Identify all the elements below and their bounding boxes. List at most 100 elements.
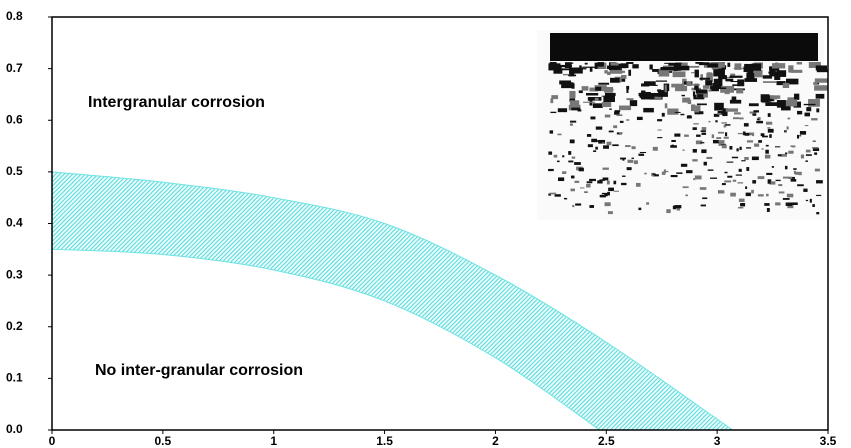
micrograph-speck [589, 67, 593, 72]
micrograph-speck [754, 73, 758, 76]
x-tick-label: 3 [714, 434, 721, 448]
micrograph-speck [597, 180, 603, 184]
micrograph-speck [571, 156, 576, 159]
y-tick-label: 0.0 [6, 422, 23, 436]
micrograph-speck [757, 176, 765, 180]
micrograph-speck [699, 77, 710, 80]
micrograph-speck [569, 98, 576, 102]
micrograph-speck [626, 119, 630, 121]
micrograph-speck [664, 84, 667, 93]
micrograph-speck [758, 140, 762, 143]
micrograph-speck [804, 112, 811, 117]
micrograph-speck [689, 65, 700, 68]
band-fill [52, 171, 733, 430]
micrograph-speck [579, 187, 585, 189]
micrograph-speck [606, 141, 612, 146]
y-tick-label: 0.6 [6, 112, 23, 126]
micrograph-speck [687, 115, 691, 117]
micrograph-speck [680, 163, 688, 167]
micrograph-speck [738, 168, 742, 172]
micrograph-speck [570, 188, 575, 192]
micrograph-speck [776, 81, 786, 86]
micrograph-speck [569, 139, 575, 144]
micrograph-speck [621, 182, 627, 186]
micrograph-speck [793, 168, 797, 170]
micrograph-speck [626, 98, 634, 101]
micrograph-speck [664, 62, 674, 64]
micrograph-speck [743, 123, 749, 127]
micrograph-speck [729, 99, 742, 104]
micrograph-speck [578, 167, 584, 172]
micrograph-speck [775, 179, 781, 182]
micrograph-speck [713, 68, 725, 77]
micrograph-speck [794, 93, 800, 100]
micrograph-speck [666, 209, 671, 214]
annotation: Intergranular corrosion [88, 94, 265, 111]
micrograph-speck [608, 130, 614, 133]
micrograph-speck [800, 154, 805, 159]
micrograph-speck [707, 63, 719, 68]
micrograph-speck [816, 82, 820, 85]
micrograph-speck [745, 192, 751, 197]
micrograph-speck [762, 95, 775, 102]
micrograph-speck [793, 101, 801, 108]
micrograph-speck [658, 68, 670, 77]
micrograph-speck [693, 178, 696, 181]
micrograph-speck [571, 67, 581, 73]
micrograph-speck [696, 134, 701, 137]
micrograph-speck [816, 194, 822, 197]
micrograph-speck [548, 63, 561, 71]
y-tick-label: 0.8 [6, 9, 23, 23]
micrograph-speck [612, 144, 619, 147]
micrograph-speck [769, 69, 776, 77]
micrograph-speck [725, 108, 739, 112]
micrograph-speck [746, 167, 750, 171]
micrograph-speck [694, 175, 702, 180]
micrograph-speck [548, 151, 553, 155]
micrograph-speck [619, 132, 623, 134]
micrograph-speck [718, 84, 722, 90]
micrograph-speck [808, 99, 820, 107]
micrograph-speck [729, 145, 733, 150]
micrograph-speck [629, 100, 638, 107]
micrograph-speck [682, 149, 685, 151]
micrograph-speck [774, 72, 781, 80]
micrograph-speck [577, 109, 582, 112]
micrograph-speck [557, 160, 560, 163]
micrograph-speck [674, 133, 681, 137]
micrograph-speck [706, 156, 713, 160]
micrograph-speck [595, 146, 598, 150]
micrograph-speck [636, 116, 643, 121]
micrograph-speck [586, 134, 592, 137]
micrograph-speck [717, 110, 724, 115]
micrograph-speck [625, 145, 631, 148]
y-tick-label: 0.5 [6, 164, 23, 178]
micrograph-speck [628, 69, 632, 76]
micrograph-speck [799, 135, 802, 137]
micrograph-speck [788, 99, 798, 107]
micrograph-speck [587, 144, 593, 148]
micrograph-speck [814, 152, 818, 155]
micrograph-speck [710, 177, 718, 179]
micrograph-speck [699, 111, 704, 115]
micrograph-speck [632, 64, 639, 69]
micrograph-speck [668, 62, 679, 69]
micrograph-speck [796, 62, 803, 65]
micrograph-speck [744, 63, 754, 68]
micrograph-speck [610, 66, 617, 70]
micrograph-speck [613, 125, 618, 129]
micrograph-speck [570, 62, 574, 64]
micrograph-speck [562, 155, 565, 158]
plot-area [51, 171, 733, 431]
micrograph-speck [712, 139, 719, 144]
micrograph-speck [661, 112, 665, 117]
micrograph-speck [548, 193, 552, 196]
micrograph-speck [737, 182, 744, 184]
micrograph-speck [795, 171, 802, 175]
micrograph-speck [724, 124, 731, 126]
micrograph-speck [584, 191, 588, 193]
micrograph-speck [791, 145, 796, 148]
micrograph-speck [686, 115, 692, 119]
micrograph-speck [638, 207, 642, 211]
micrograph-speck [765, 149, 769, 154]
